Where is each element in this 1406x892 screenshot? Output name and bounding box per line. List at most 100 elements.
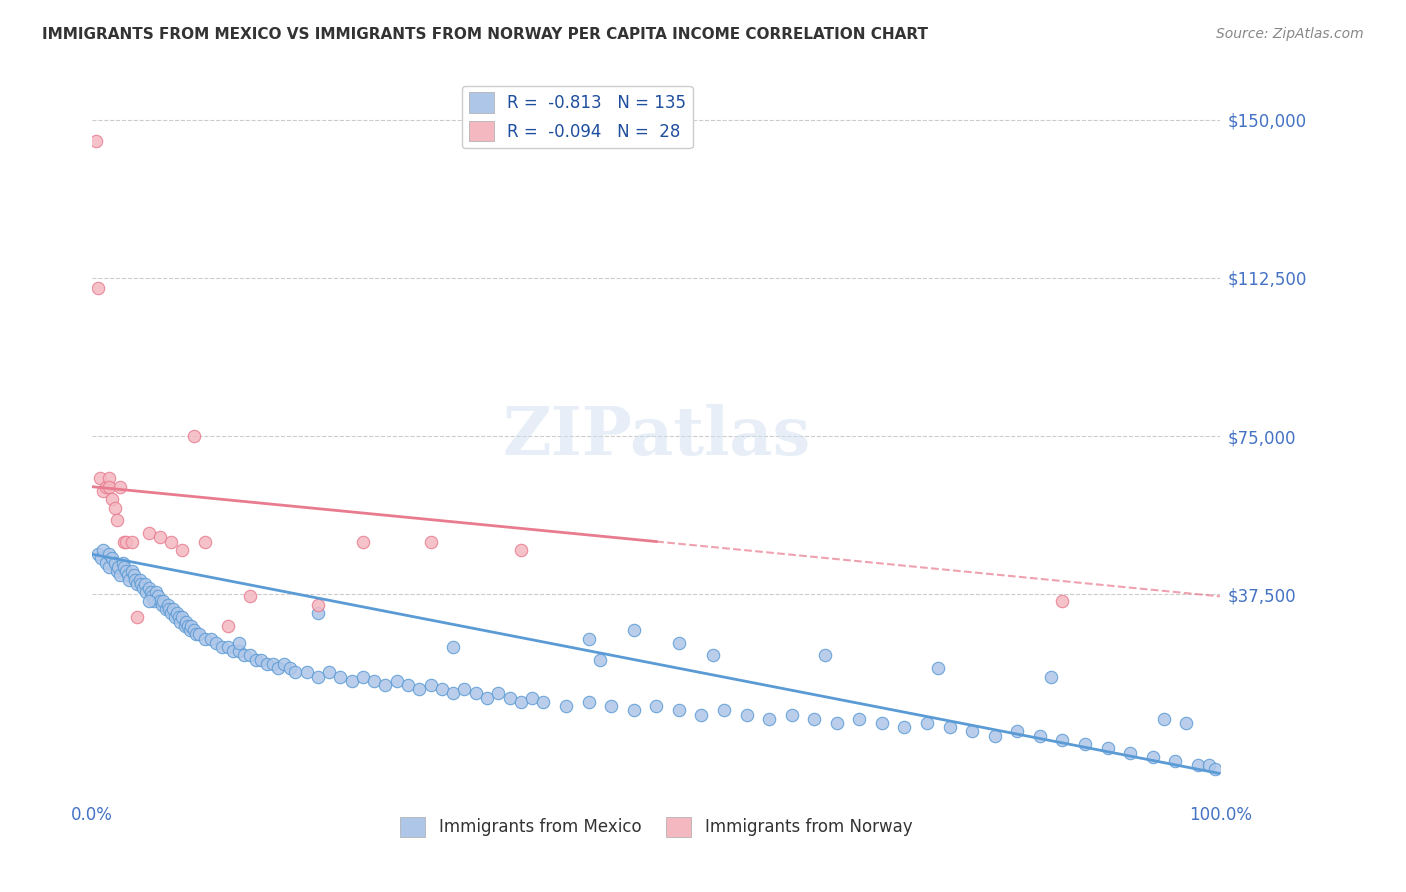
Point xyxy=(172,543,194,558)
Point xyxy=(134,576,156,591)
Point xyxy=(228,636,250,650)
Point xyxy=(172,610,194,624)
Point xyxy=(174,615,197,629)
Point xyxy=(278,661,301,675)
Point xyxy=(352,534,374,549)
Point xyxy=(173,619,195,633)
Point xyxy=(396,678,419,692)
Point xyxy=(340,673,363,688)
Point xyxy=(1074,737,1097,751)
Point xyxy=(555,699,578,714)
Point xyxy=(200,632,222,646)
Point xyxy=(89,471,111,485)
Point xyxy=(127,576,149,591)
Point xyxy=(156,598,179,612)
Point xyxy=(183,623,205,637)
Legend: Immigrants from Mexico, Immigrants from Norway: Immigrants from Mexico, Immigrants from … xyxy=(394,810,920,844)
Point xyxy=(307,598,329,612)
Point xyxy=(135,585,157,599)
Point xyxy=(98,547,121,561)
Point xyxy=(104,500,127,515)
Point xyxy=(318,665,340,680)
Point xyxy=(1029,729,1052,743)
Point xyxy=(623,703,645,717)
Point xyxy=(363,673,385,688)
Point xyxy=(498,690,520,705)
Point xyxy=(104,556,127,570)
Point xyxy=(162,602,184,616)
Point xyxy=(194,632,217,646)
Point xyxy=(129,576,152,591)
Point xyxy=(758,712,780,726)
Point xyxy=(814,648,837,663)
Point xyxy=(152,593,174,607)
Point xyxy=(121,564,143,578)
Point xyxy=(177,619,200,633)
Point xyxy=(284,665,307,680)
Point xyxy=(101,492,124,507)
Point xyxy=(222,644,245,658)
Point xyxy=(1204,763,1226,777)
Point xyxy=(127,610,149,624)
Point xyxy=(138,581,160,595)
Point xyxy=(690,707,713,722)
Text: Source: ZipAtlas.com: Source: ZipAtlas.com xyxy=(1216,27,1364,41)
Point xyxy=(167,610,190,624)
Text: IMMIGRANTS FROM MEXICO VS IMMIGRANTS FROM NORWAY PER CAPITA INCOME CORRELATION C: IMMIGRANTS FROM MEXICO VS IMMIGRANTS FRO… xyxy=(42,27,928,42)
Point xyxy=(166,607,188,621)
Point xyxy=(160,534,183,549)
Point xyxy=(115,564,138,578)
Point xyxy=(419,534,441,549)
Point xyxy=(267,661,290,675)
Point xyxy=(169,615,191,629)
Point xyxy=(138,526,160,541)
Point xyxy=(105,564,128,578)
Point xyxy=(578,632,600,646)
Point xyxy=(441,640,464,654)
Point xyxy=(848,712,870,726)
Point xyxy=(430,682,453,697)
Point xyxy=(160,607,183,621)
Point xyxy=(139,585,162,599)
Point xyxy=(256,657,278,671)
Point xyxy=(408,682,430,697)
Point xyxy=(803,712,825,726)
Point xyxy=(825,716,848,731)
Point xyxy=(893,720,915,734)
Point xyxy=(1052,593,1074,607)
Point xyxy=(179,623,201,637)
Point xyxy=(107,560,129,574)
Point xyxy=(141,590,163,604)
Point xyxy=(93,483,115,498)
Point xyxy=(245,653,267,667)
Point xyxy=(520,690,543,705)
Point xyxy=(155,602,177,616)
Point xyxy=(90,551,112,566)
Point xyxy=(273,657,295,671)
Point xyxy=(121,534,143,549)
Point xyxy=(475,690,498,705)
Point xyxy=(464,686,486,700)
Point xyxy=(702,648,724,663)
Point xyxy=(938,720,960,734)
Point xyxy=(239,648,262,663)
Point xyxy=(250,653,273,667)
Point xyxy=(205,636,228,650)
Point xyxy=(509,695,531,709)
Point xyxy=(124,573,146,587)
Point xyxy=(385,673,408,688)
Point xyxy=(163,610,186,624)
Point xyxy=(180,619,202,633)
Point xyxy=(262,657,284,671)
Point xyxy=(453,682,475,697)
Point xyxy=(93,543,115,558)
Point xyxy=(188,627,211,641)
Point xyxy=(150,598,173,612)
Point xyxy=(239,590,262,604)
Point xyxy=(111,556,134,570)
Point xyxy=(217,619,239,633)
Point xyxy=(157,602,180,616)
Point xyxy=(295,665,318,680)
Point xyxy=(1119,746,1142,760)
Point xyxy=(183,429,205,443)
